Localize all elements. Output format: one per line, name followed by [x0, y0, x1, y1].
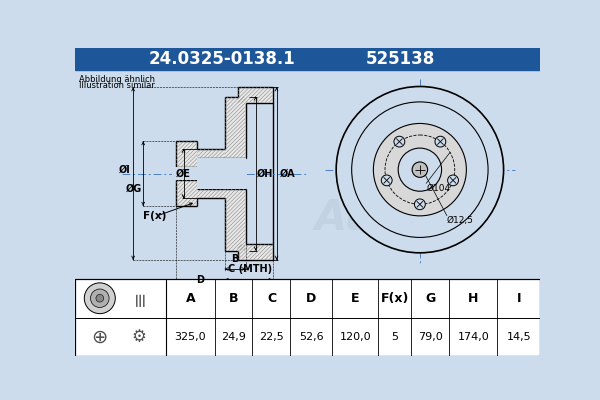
- Text: D: D: [196, 275, 204, 285]
- Text: 52,6: 52,6: [299, 332, 323, 342]
- Circle shape: [398, 148, 442, 191]
- Text: B: B: [229, 292, 238, 305]
- Text: 24.0325-0138.1: 24.0325-0138.1: [149, 50, 296, 68]
- Text: 22,5: 22,5: [259, 332, 284, 342]
- Text: A: A: [185, 292, 195, 305]
- Text: G: G: [425, 292, 436, 305]
- Text: ⚙: ⚙: [131, 328, 146, 346]
- Circle shape: [84, 283, 115, 314]
- Text: 24,9: 24,9: [221, 332, 246, 342]
- Bar: [238, 244, 272, 260]
- Circle shape: [336, 86, 503, 253]
- Circle shape: [412, 162, 428, 177]
- Text: 325,0: 325,0: [175, 332, 206, 342]
- Text: D: D: [306, 292, 317, 305]
- Text: I: I: [517, 292, 521, 305]
- Bar: [238, 87, 272, 103]
- Text: H: H: [468, 292, 479, 305]
- Text: 525138: 525138: [366, 50, 435, 68]
- Text: C (MTH): C (MTH): [229, 264, 272, 274]
- Bar: [224, 158, 245, 189]
- Text: ⊕: ⊕: [92, 327, 108, 346]
- Circle shape: [352, 102, 488, 238]
- Circle shape: [373, 124, 466, 216]
- Text: Abbildung ähnlich: Abbildung ähnlich: [79, 75, 155, 84]
- Bar: [197, 158, 224, 189]
- Circle shape: [435, 136, 446, 147]
- Bar: [197, 158, 224, 189]
- Text: ØH: ØH: [257, 168, 274, 178]
- Text: Illustration similar: Illustration similar: [79, 81, 155, 90]
- Bar: [224, 189, 245, 250]
- Text: ØG: ØG: [125, 184, 142, 194]
- Text: F(x): F(x): [380, 292, 409, 305]
- Text: 14,5: 14,5: [506, 332, 531, 342]
- Text: ØE: ØE: [175, 168, 190, 178]
- Text: Ø12,5: Ø12,5: [447, 216, 474, 225]
- Bar: [224, 96, 245, 158]
- Circle shape: [394, 136, 405, 147]
- Text: B: B: [232, 254, 239, 264]
- Bar: [75, 48, 540, 70]
- Text: ØA: ØA: [280, 168, 295, 178]
- Text: 5: 5: [391, 332, 398, 342]
- Text: Ø104: Ø104: [426, 184, 450, 192]
- Circle shape: [415, 199, 425, 210]
- Bar: [172, 167, 200, 180]
- Text: 79,0: 79,0: [418, 332, 443, 342]
- Text: E: E: [351, 292, 359, 305]
- Text: ≡: ≡: [129, 290, 148, 306]
- Text: F(x): F(x): [143, 211, 167, 221]
- Circle shape: [381, 175, 392, 186]
- Bar: [197, 189, 224, 198]
- Text: 174,0: 174,0: [457, 332, 489, 342]
- Bar: [75, 279, 540, 356]
- Text: Ate: Ate: [315, 196, 393, 238]
- Text: ØI: ØI: [119, 165, 131, 175]
- Text: ®: ®: [373, 220, 385, 233]
- Circle shape: [448, 175, 458, 186]
- Text: C: C: [267, 292, 276, 305]
- Text: 120,0: 120,0: [340, 332, 371, 342]
- Bar: [176, 141, 197, 206]
- Bar: [197, 149, 224, 158]
- Circle shape: [96, 294, 104, 302]
- Bar: [75, 70, 540, 279]
- Circle shape: [91, 289, 109, 308]
